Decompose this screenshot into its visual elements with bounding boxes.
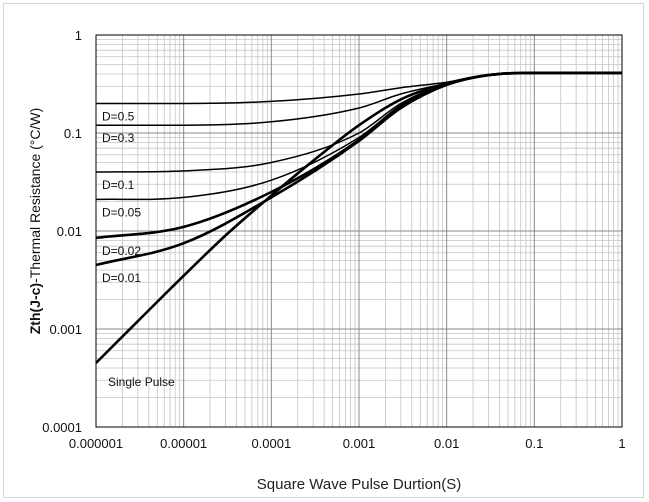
y-tick-label: 0.01 <box>57 224 82 239</box>
curve-label: D=0.05 <box>102 205 141 219</box>
curve-label: D=0.02 <box>102 244 141 258</box>
y-axis-label-rest: -Thermal Resistance (°C/W) <box>27 108 43 283</box>
y-axis-label-prefix: Zth(J-c) <box>27 283 43 334</box>
x-tick-label: 0.1 <box>525 436 543 451</box>
x-tick-label: 0.01 <box>434 436 459 451</box>
curve-label: D=0.3 <box>102 131 135 145</box>
x-tick-labels: 0.000001 0.00001 0.0001 0.001 0.01 0.1 1 <box>69 436 626 451</box>
chart-frame: D=0.5 D=0.3 D=0.1 D=0.05 D=0.02 D=0.01 Single … <box>3 3 644 498</box>
x-tick-label: 0.00001 <box>160 436 207 451</box>
x-tick-label: 0.0001 <box>251 436 291 451</box>
y-tick-labels: 1 0.1 0.01 0.001 0.0001 <box>42 28 82 435</box>
y-tick-label: 1 <box>75 28 82 43</box>
curve-label: Single Pulse <box>108 375 175 389</box>
x-tick-label: 0.000001 <box>69 436 123 451</box>
curve-labels: D=0.5 D=0.3 D=0.1 D=0.05 D=0.02 D=0.01 Single … <box>102 109 175 388</box>
thermal-impedance-chart: D=0.5 D=0.3 D=0.1 D=0.05 D=0.02 D=0.01 Single … <box>27 28 626 493</box>
curve-label: D=0.01 <box>102 271 141 285</box>
y-tick-label: 0.1 <box>64 126 82 141</box>
y-axis-label: Zth(J-c)-Thermal Resistance (°C/W) <box>27 108 43 335</box>
plot-area-border <box>95 34 623 428</box>
y-tick-label: 0.0001 <box>42 420 82 435</box>
curve-label: D=0.1 <box>102 178 135 192</box>
x-tick-label: 1 <box>618 436 625 451</box>
curves <box>95 71 622 364</box>
curve <box>95 71 622 364</box>
x-axis-label: Square Wave Pulse Durtion(S) <box>257 476 462 493</box>
curve-label: D=0.5 <box>102 109 135 123</box>
x-tick-label: 0.001 <box>343 436 376 451</box>
y-tick-label: 0.001 <box>49 322 82 337</box>
